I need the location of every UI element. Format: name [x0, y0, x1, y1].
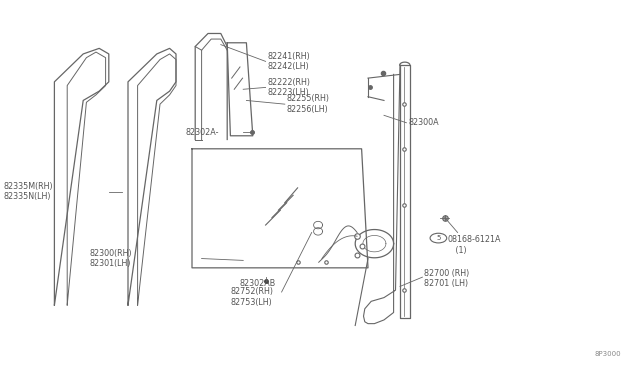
- Text: 82752(RH)
82753(LH): 82752(RH) 82753(LH): [230, 287, 273, 307]
- Text: 82302AB: 82302AB: [240, 279, 276, 288]
- Text: 82300(RH)
82301(LH): 82300(RH) 82301(LH): [90, 249, 132, 268]
- Text: 82300A: 82300A: [408, 118, 439, 127]
- Text: 82335M(RH)
82335N(LH): 82335M(RH) 82335N(LH): [3, 182, 53, 201]
- Text: 8P3000: 8P3000: [594, 351, 621, 357]
- Text: 5: 5: [436, 235, 440, 241]
- Text: 08168-6121A
   (1): 08168-6121A (1): [448, 235, 502, 254]
- Text: 82222(RH)
82223(LH): 82222(RH) 82223(LH): [268, 78, 310, 97]
- Text: 82255(RH)
82256(LH): 82255(RH) 82256(LH): [287, 94, 330, 114]
- Text: 82302A-: 82302A-: [186, 128, 219, 137]
- Text: 82700 (RH)
82701 (LH): 82700 (RH) 82701 (LH): [424, 269, 470, 288]
- Text: 82241(RH)
82242(LH): 82241(RH) 82242(LH): [268, 52, 310, 71]
